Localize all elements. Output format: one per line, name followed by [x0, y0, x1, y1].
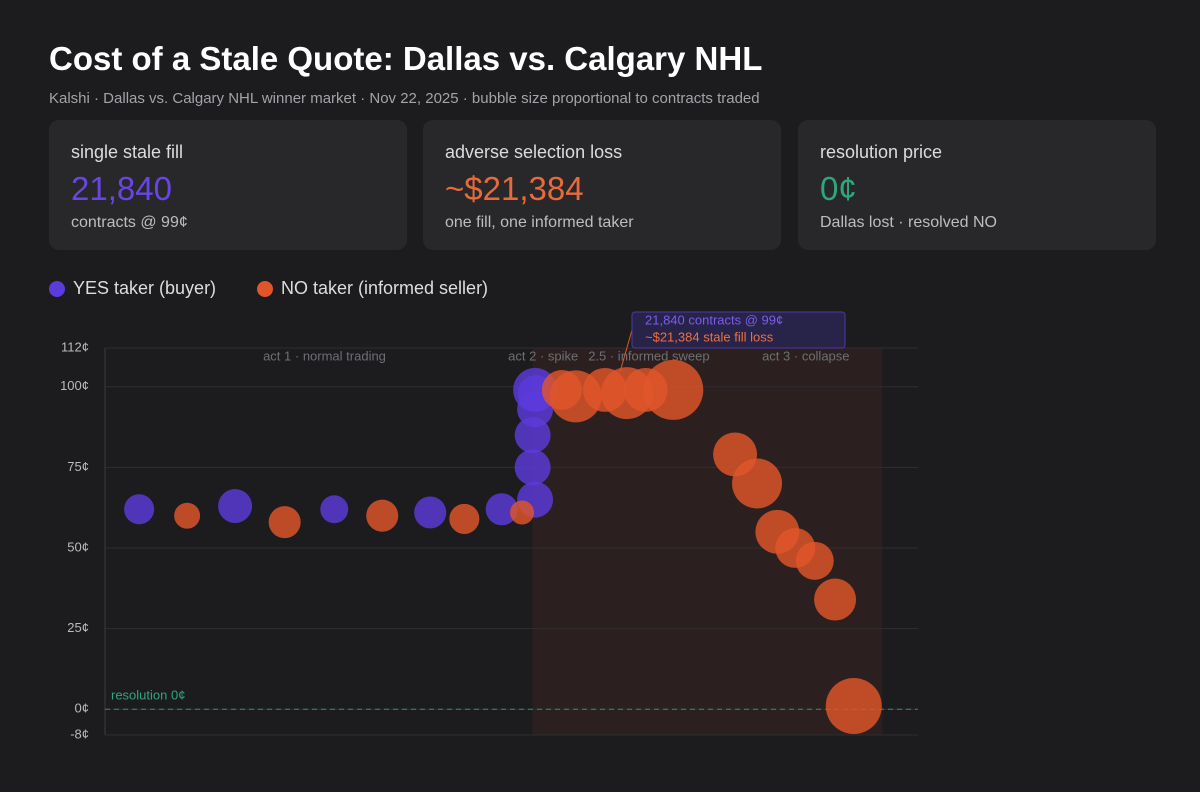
y-tick-label: 25¢: [67, 620, 89, 635]
card-label: resolution price: [820, 142, 943, 162]
y-tick-label: -8¢: [70, 726, 89, 741]
bubble: [268, 506, 301, 539]
legend-item: NO taker (informed seller): [257, 278, 488, 299]
bubble: [414, 496, 447, 529]
bubble: [366, 499, 399, 532]
card-label: single stale fill: [71, 142, 184, 162]
bubble: [643, 359, 704, 420]
legend-swatch: [257, 280, 273, 297]
region-label: act 3 · collapse: [762, 348, 849, 363]
region-label: 2.5 · informed sweep: [588, 348, 709, 363]
card: single stale fill 21,840 contracts @ 99¢: [49, 120, 407, 250]
bubble: [510, 500, 535, 525]
card-label: adverse selection loss: [445, 142, 623, 162]
legend-item: YES taker (buyer): [49, 278, 216, 299]
card-note: Dallas lost · resolved NO: [820, 214, 997, 231]
bubble: [449, 503, 480, 534]
y-tick-label: 50¢: [67, 539, 89, 554]
annotation-box: [631, 311, 846, 349]
annotation-text: 21,840 contracts @ 99¢: [645, 312, 783, 327]
card-value: 0¢: [820, 170, 857, 207]
card-value: 21,840: [71, 170, 172, 207]
bubble: [825, 677, 882, 734]
y-tick-label: 112¢: [61, 339, 89, 354]
y-tick-label: 100¢: [60, 378, 89, 393]
bubble: [814, 578, 857, 621]
reference-label: resolution 0¢: [111, 688, 185, 703]
card-value: ~$21,384: [445, 170, 584, 207]
region-label: act 1 · normal trading: [263, 348, 386, 363]
chart: -8¢ 0¢ 25¢ 50¢ 75¢ 100¢ 112¢ act 1 · normal tra…: [60, 311, 918, 741]
bubble: [732, 458, 783, 509]
legend-label: NO taker (informed seller): [281, 278, 489, 298]
bubble: [218, 489, 253, 523]
subtitle: Kalshi · Dallas vs. Calgary NHL winner m…: [49, 90, 760, 107]
y-tick-label: 75¢: [67, 459, 89, 474]
y-tick-label: 0¢: [75, 701, 89, 716]
card-note: one fill, one informed taker: [445, 214, 634, 231]
card-note: contracts @ 99¢: [71, 214, 188, 231]
bubble: [795, 541, 834, 580]
annotation-leader: [619, 329, 633, 373]
bubble: [124, 494, 155, 525]
bubble: [320, 495, 349, 524]
bubble: [174, 502, 201, 529]
bubble: [514, 449, 551, 486]
annotation-text: ~$21,384 stale fill loss: [645, 329, 774, 344]
bubble: [485, 493, 518, 526]
legend-swatch: [49, 280, 65, 297]
card: adverse selection loss ~$21,384 one fill, …: [423, 120, 781, 250]
region-label: act 2 · spike: [508, 348, 578, 363]
bubble: [514, 417, 551, 454]
title: Cost of a Stale Quote: Dallas vs. Calgar…: [49, 40, 763, 77]
legend-label: YES taker (buyer): [73, 278, 217, 298]
card: resolution price 0¢ Dallas lost · resolved…: [798, 120, 1156, 250]
